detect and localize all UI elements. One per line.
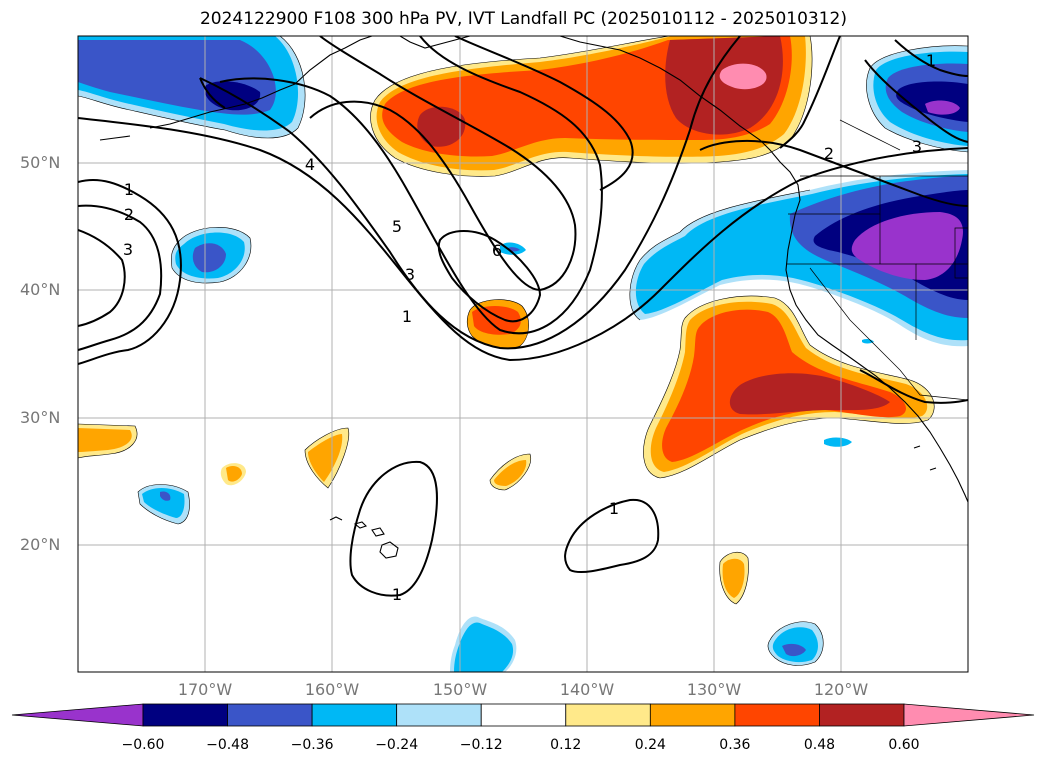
colorbar-tick-label: 0.36 [719,737,751,753]
lat-label: 50°N [20,153,61,172]
contour-label: 4 [305,155,315,174]
colorbar-segment [734,703,820,727]
map-canvas: 1 2 3 4 5 3 6 1 2 3 1 1 1 [77,35,969,673]
colorbar-tick-label: 0.60 [888,737,920,753]
lon-label: 140°W [559,680,615,699]
colorbar-extend-left [11,703,144,727]
colorbar-segment [227,703,313,727]
contour-label: 1 [124,180,134,199]
colorbar-tick-label: −0.48 [206,737,249,753]
colorbar-segment [819,703,905,727]
contour-label: 1 [402,307,412,326]
contour-label: 1 [392,585,402,604]
contour-label: 1 [609,499,619,518]
colorbar-segment [565,703,651,727]
ivt-negative-anomaly [78,36,968,672]
map-title: 2024122900 F108 300 hPa PV, IVT Landfall… [199,9,847,29]
gridlines [78,36,968,672]
colorbar-segment [480,703,567,727]
colorbar-segment [649,703,736,727]
lon-label: 170°W [177,680,233,699]
colorbar-segment [142,703,228,727]
colorbar-extend-right [903,703,1035,727]
colorbar-tick-label: 0.24 [634,737,666,753]
colorbar-segment [311,703,398,727]
lat-label: 30°N [20,408,61,427]
colorbar-tick-label: −0.36 [290,737,334,753]
pv-contours [78,36,968,597]
colorbar-tick-label: 0.12 [550,737,582,753]
colorbar-tick-label: 0.48 [803,737,836,753]
contour-label: 6 [492,241,502,260]
ivt-positive-anomaly [78,36,935,604]
contour-label: 3 [912,137,922,156]
contour-label-group: 1 2 3 4 5 3 6 1 2 3 1 1 1 [123,51,936,604]
map-frame [77,35,969,673]
lat-label: 40°N [20,280,61,299]
contour-label: 3 [405,265,415,284]
contour-label: 2 [124,205,134,224]
lon-label: 150°W [432,680,488,699]
contour-label: 1 [926,51,936,70]
political-boundaries [786,119,968,401]
contour-label: 3 [123,240,133,259]
colorbar-segment [396,703,482,727]
colorbar-tick-label: −0.12 [459,737,503,753]
colorbar-tick-label: −0.60 [121,737,165,753]
lon-label: 160°W [304,680,360,699]
contour-label: 2 [824,144,834,163]
coastlines [99,36,968,559]
lat-label: 20°N [20,535,61,554]
contour-label: 5 [392,217,402,236]
lon-label: 130°W [686,680,742,699]
lon-label: 120°W [813,680,869,699]
colorbar-tick-label: −0.24 [375,737,419,753]
